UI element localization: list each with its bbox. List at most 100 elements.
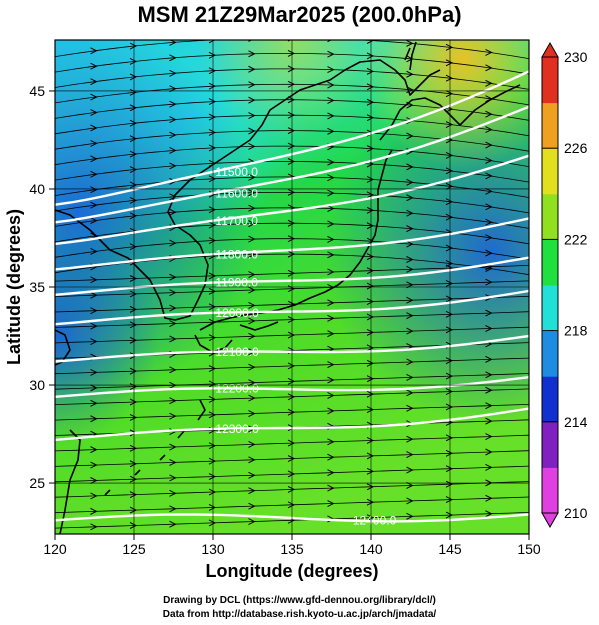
wind-arrowhead	[208, 473, 217, 481]
wind-arrowhead	[169, 193, 177, 201]
wind-arrowhead	[406, 55, 414, 63]
wind-arrowhead	[406, 312, 414, 320]
contour-label: 12200.0	[215, 381, 259, 395]
x-axis-ticks: 120 125 130 135 140 145 150	[43, 534, 541, 557]
wind-arrowhead	[248, 235, 256, 243]
wind-arrowhead	[366, 145, 375, 153]
wind-arrowhead	[327, 66, 335, 74]
wind-arrowhead	[287, 331, 296, 339]
wind-arrowhead	[406, 194, 414, 202]
wind-arrowhead	[129, 506, 138, 514]
wind-arrowhead	[287, 188, 296, 196]
wind-arrowhead	[287, 377, 296, 385]
wind-arrowhead	[485, 417, 493, 425]
wind-arrowhead	[327, 407, 335, 415]
contour-label: 12100.0	[215, 345, 259, 359]
wind-arrowhead	[90, 384, 98, 392]
x-axis-label: Longitude (degrees)	[205, 561, 378, 581]
wind-arrowhead	[90, 217, 98, 225]
wind-arrowhead	[90, 93, 98, 101]
wind-arrowhead	[406, 209, 414, 217]
wind-arrowhead	[90, 399, 98, 407]
wind-arrowhead	[327, 174, 335, 182]
colorbar-segment	[542, 193, 558, 240]
wind-arrowhead	[248, 394, 256, 402]
wind-arrowhead	[129, 196, 138, 204]
wind-arrowhead	[129, 243, 138, 251]
wind-arrowhead	[327, 376, 335, 384]
wind-arrowhead	[129, 491, 138, 499]
wind-arrowhead	[406, 40, 414, 47]
wind-arrowhead	[208, 380, 217, 388]
colorbar-tick-label: 218	[564, 323, 588, 339]
colorbar-segment	[542, 330, 558, 377]
wind-arrowhead	[248, 487, 256, 495]
wind-arrowhead	[90, 139, 98, 147]
wind-arrowhead	[208, 442, 217, 450]
wind-arrowhead	[248, 471, 256, 479]
wind-arrowhead	[248, 410, 256, 417]
colorbar-segment	[542, 148, 558, 195]
wind-arrowhead	[169, 54, 177, 62]
wind-arrowhead	[366, 437, 375, 444]
wind-arrowhead	[406, 256, 414, 263]
wind-arrowhead	[327, 112, 335, 120]
wind-arrowhead	[169, 412, 177, 420]
wind-arrowhead	[485, 265, 493, 272]
wind-arrowhead	[366, 467, 375, 475]
wind-arrowhead	[366, 344, 375, 352]
wind-arrowhead	[327, 158, 335, 166]
wind-arrowhead	[129, 522, 138, 529]
y-axis-ticks: 25 30 35 40 45	[29, 83, 55, 491]
contour-label: 12300.0	[215, 422, 259, 436]
wind-arrowhead	[445, 388, 454, 395]
wind-arrowhead	[248, 142, 256, 150]
contour-label: 11500.0	[215, 165, 258, 179]
wind-arrowhead	[129, 321, 138, 329]
wind-arrowhead	[485, 309, 493, 317]
wind-arrowhead	[169, 505, 177, 513]
wind-arrowhead	[248, 112, 256, 120]
wind-arrowhead	[485, 510, 493, 518]
credits: Drawing by DCL (https://www.gfd-dennou.o…	[0, 594, 599, 622]
wind-arrowhead	[406, 404, 414, 412]
wind-arrowhead	[327, 40, 333, 43]
wind-arrowhead	[169, 443, 177, 451]
wind-arrowhead	[90, 291, 98, 299]
wind-arrowhead	[485, 157, 493, 164]
wind-arrowhead	[445, 167, 454, 175]
wind-arrowhead	[129, 460, 138, 468]
wind-arrowhead	[169, 520, 177, 528]
wind-arrowhead	[208, 237, 217, 244]
wind-arrowhead	[169, 147, 177, 154]
wind-arrowhead	[327, 314, 335, 322]
wind-arrowhead	[287, 485, 296, 493]
wind-arrowhead	[406, 512, 414, 520]
wind-arrowhead	[406, 373, 414, 381]
wind-arrowhead	[366, 328, 375, 336]
wind-arrowhead	[366, 406, 375, 414]
wind-arrowhead	[169, 335, 177, 343]
wind-arrowhead	[406, 482, 414, 489]
wind-arrowhead	[129, 475, 138, 483]
wind-arrowhead	[129, 413, 138, 421]
wind-arrowhead	[169, 162, 177, 170]
y-tick-label: 40	[29, 181, 45, 197]
wind-arrowhead	[445, 90, 454, 98]
wind-arrowhead	[327, 453, 335, 461]
wind-arrowhead	[445, 260, 454, 267]
wind-arrowhead	[327, 220, 335, 228]
wind-arrowhead	[129, 150, 138, 158]
wind-arrowhead	[169, 116, 177, 124]
wind-arrowhead	[366, 452, 375, 460]
wind-arrowhead	[406, 358, 414, 366]
wind-arrowhead	[366, 390, 375, 398]
wind-arrowhead	[327, 251, 335, 259]
wind-arrowhead	[129, 88, 138, 96]
wind-arrowhead	[90, 62, 98, 70]
wind-arrowhead	[485, 187, 493, 195]
wind-arrowhead	[445, 74, 454, 82]
wind-arrowhead	[248, 332, 256, 340]
wind-arrowhead	[248, 204, 256, 212]
wind-arrowhead	[406, 296, 414, 304]
